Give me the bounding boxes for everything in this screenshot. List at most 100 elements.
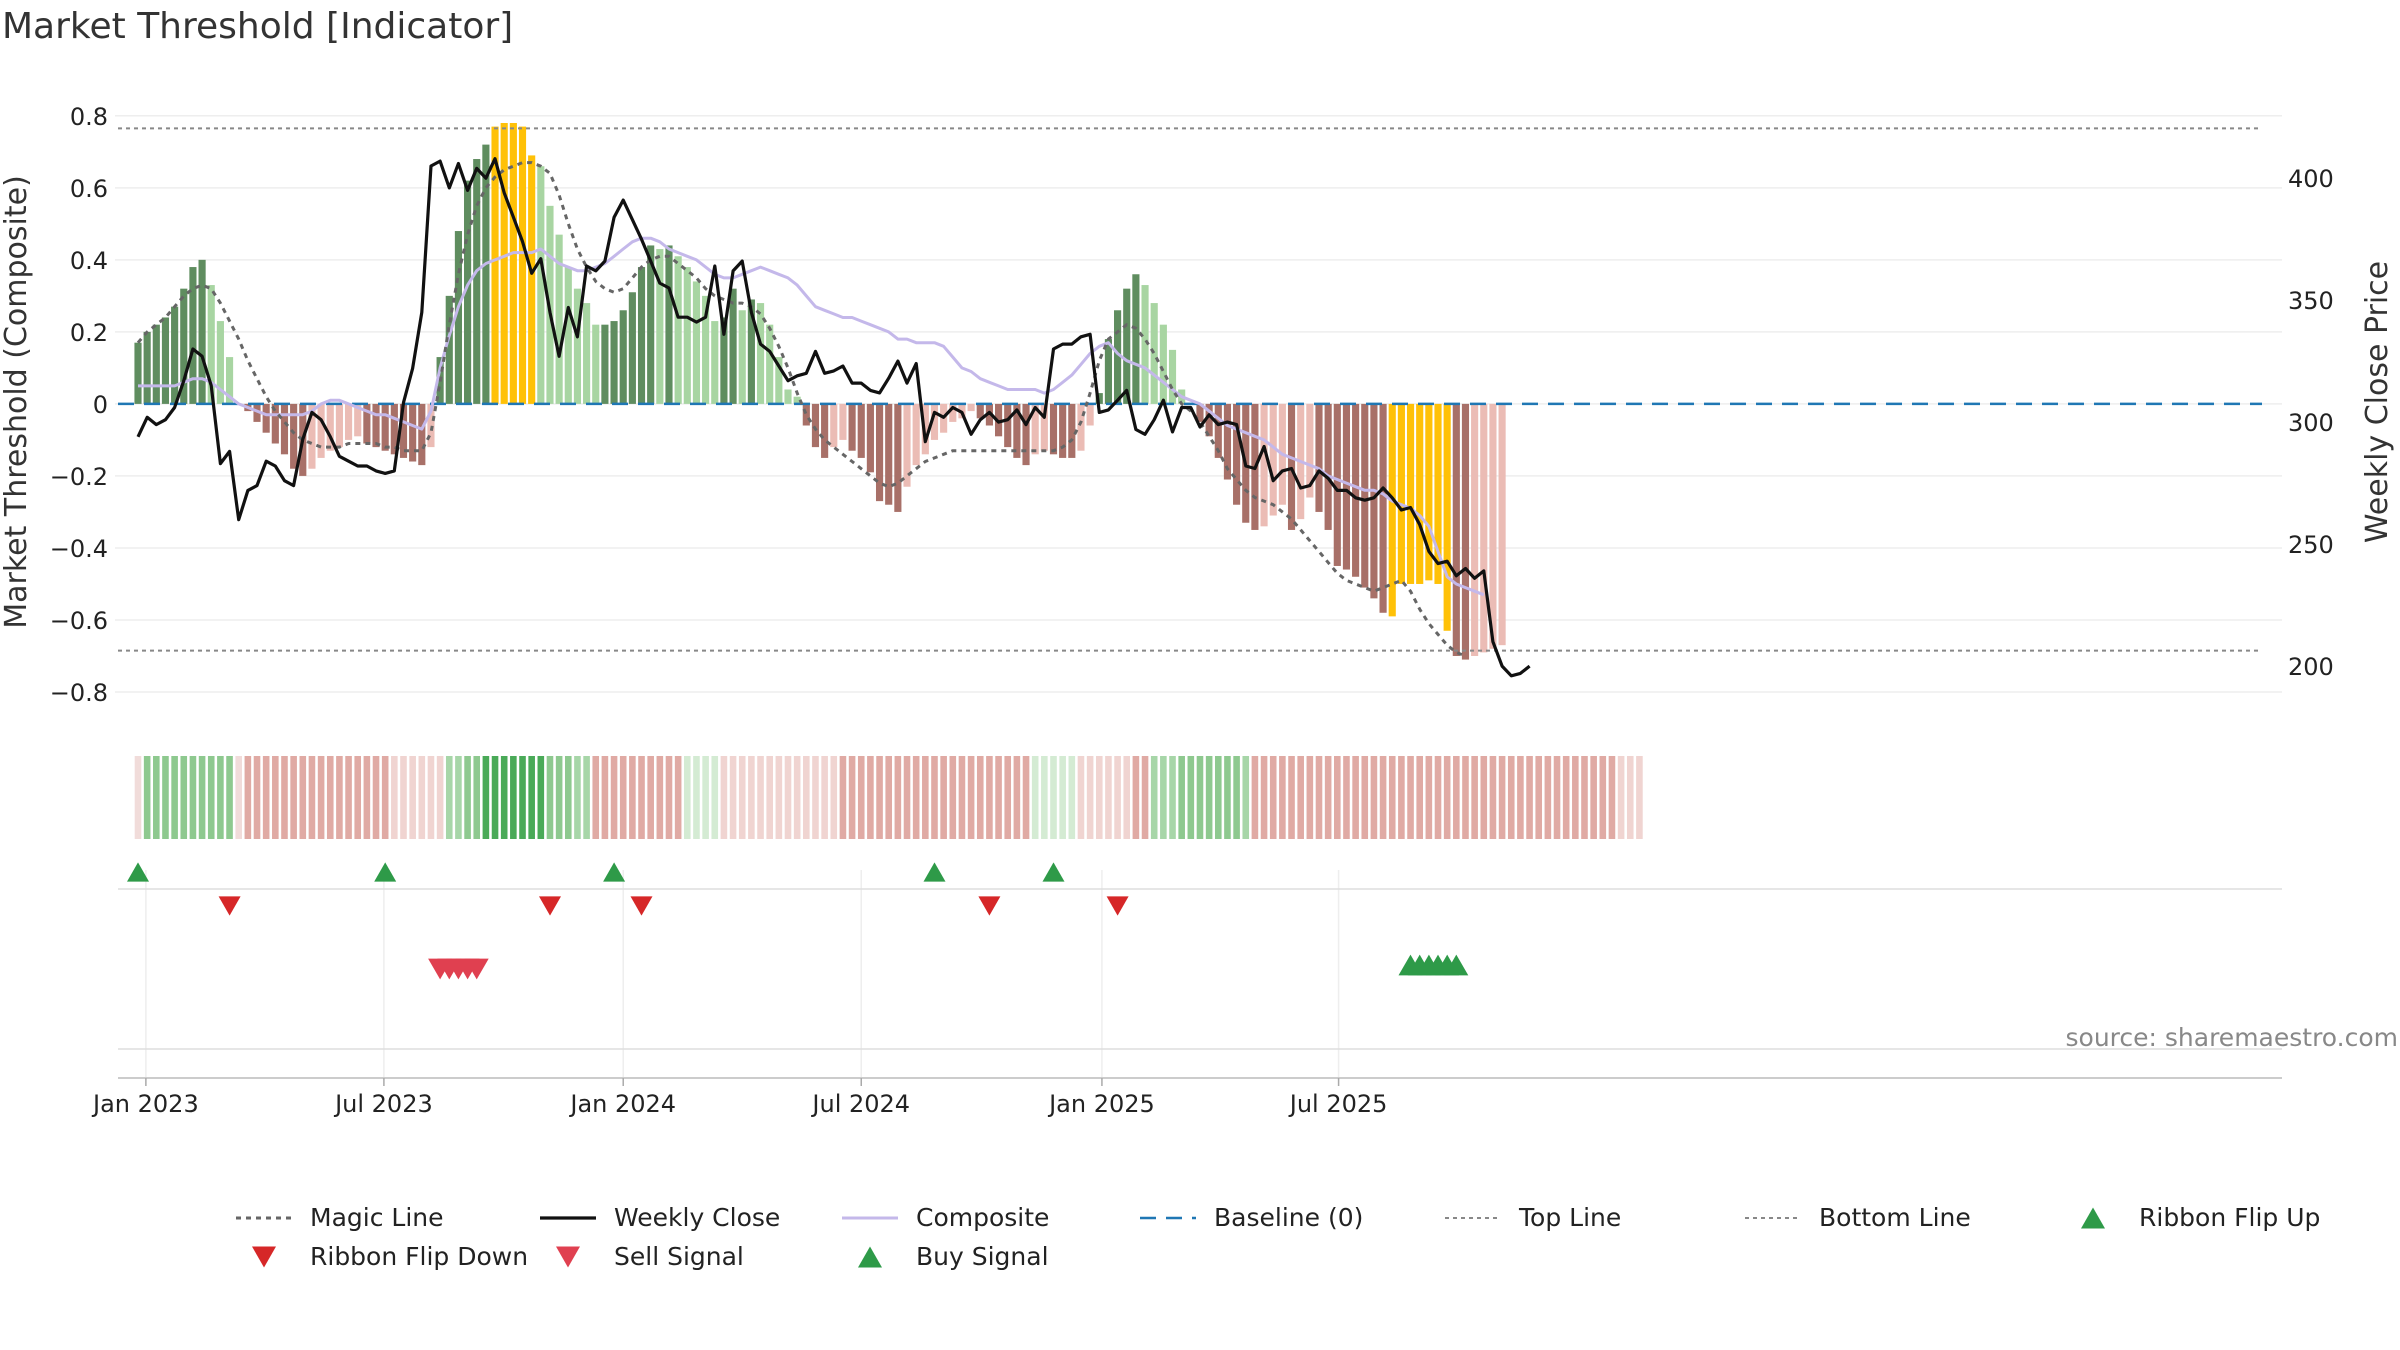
composite-bar bbox=[656, 249, 664, 404]
composite-bar bbox=[1361, 403, 1369, 588]
ribbon-cell bbox=[1471, 756, 1478, 839]
composite-bar bbox=[1306, 403, 1314, 498]
composite-bar bbox=[976, 403, 984, 419]
ribbon-cell bbox=[381, 756, 389, 839]
composite-bar bbox=[1425, 403, 1433, 581]
ribbon-cell bbox=[171, 756, 178, 839]
composite-bar bbox=[1379, 403, 1387, 613]
composite-bar bbox=[1196, 403, 1204, 422]
composite-bar bbox=[848, 403, 856, 451]
ribbon-cell bbox=[1141, 756, 1149, 839]
legend-label: Buy Signal bbox=[916, 1242, 1049, 1271]
ribbon-flip-down-marker bbox=[978, 896, 1001, 916]
ribbon-cell bbox=[253, 756, 261, 839]
ribbon-cell bbox=[198, 756, 206, 839]
ribbon-cell bbox=[482, 756, 490, 839]
ribbon-flip-up-marker bbox=[1042, 862, 1065, 882]
ribbon-cell bbox=[409, 756, 416, 839]
composite-bar bbox=[1342, 403, 1351, 570]
composite-bar bbox=[674, 256, 682, 404]
y-tick-label-right: 200 bbox=[2288, 653, 2334, 681]
composite-bar bbox=[1388, 403, 1396, 617]
ribbon-cell bbox=[738, 756, 746, 839]
composite-bar bbox=[171, 306, 179, 404]
ribbon-cell bbox=[281, 756, 288, 839]
ribbon-cell bbox=[1233, 756, 1240, 839]
ribbon-cell bbox=[830, 756, 838, 839]
ribbon-cell bbox=[1260, 756, 1268, 839]
ribbon-cell bbox=[1279, 756, 1286, 839]
ribbon-cell bbox=[1535, 756, 1543, 839]
ribbon-cell bbox=[784, 756, 792, 839]
composite-bar bbox=[1324, 403, 1332, 530]
legend-label: Bottom Line bbox=[1819, 1203, 1971, 1232]
weekly-close-line bbox=[136, 157, 1531, 678]
source-text: source: sharemaestro.com bbox=[2066, 1023, 2399, 1052]
ribbon-cell bbox=[839, 756, 847, 839]
composite-bar bbox=[702, 295, 710, 404]
y-tick-label-left: 0 bbox=[93, 391, 108, 419]
composite-bar bbox=[628, 292, 636, 404]
legend-item-magic: Magic Line bbox=[236, 1203, 444, 1232]
composite-bar bbox=[637, 267, 646, 404]
composite-bar bbox=[1040, 403, 1048, 451]
ribbon-cell bbox=[217, 756, 224, 839]
composite-bar bbox=[473, 159, 481, 404]
ribbon-cell bbox=[848, 756, 856, 839]
composite-bar bbox=[747, 299, 755, 404]
ribbon-flip-up-marker bbox=[127, 862, 149, 882]
composite-bar bbox=[1489, 403, 1497, 649]
composite-bar bbox=[665, 245, 673, 404]
ribbon-cell bbox=[1443, 756, 1451, 839]
ribbon-cell bbox=[1526, 756, 1533, 839]
ribbon-cell bbox=[1572, 756, 1579, 839]
ribbon-cell bbox=[876, 756, 883, 839]
composite-bar bbox=[409, 403, 417, 462]
sell-signal-marker bbox=[464, 958, 489, 980]
composite-bar bbox=[1150, 303, 1158, 404]
composite-bar bbox=[207, 285, 215, 404]
y-tick-label-left: 0.8 bbox=[70, 103, 108, 131]
composite-bar bbox=[445, 295, 453, 404]
composite-bar bbox=[1406, 403, 1415, 584]
composite-bar bbox=[1333, 403, 1341, 566]
ribbon-cell bbox=[821, 756, 828, 839]
ribbon-cell bbox=[134, 756, 142, 839]
ribbon-cell bbox=[1636, 756, 1643, 839]
ribbon-cell bbox=[427, 756, 435, 839]
legend-item-baseline: Baseline (0) bbox=[1140, 1203, 1363, 1232]
ribbon-cell bbox=[967, 756, 975, 839]
ribbon-cell bbox=[1379, 756, 1387, 839]
ribbon-cell bbox=[949, 756, 957, 839]
composite-bar bbox=[692, 281, 701, 404]
composite-bar bbox=[756, 303, 765, 404]
legend-swatch bbox=[556, 1246, 580, 1268]
ribbon-cell bbox=[629, 756, 636, 839]
y-tick-label-left: 0.2 bbox=[70, 319, 108, 347]
ribbon-cell bbox=[1416, 756, 1423, 839]
composite-bar bbox=[372, 403, 380, 448]
legend-label: Ribbon Flip Up bbox=[2139, 1203, 2320, 1232]
ribbon-cell bbox=[812, 756, 819, 839]
legend-label: Top Line bbox=[1518, 1203, 1621, 1232]
composite-bar bbox=[647, 245, 655, 404]
ribbon-flip-down-marker bbox=[630, 896, 653, 916]
ribbon-cell bbox=[226, 756, 233, 839]
composite-bar bbox=[811, 403, 820, 448]
ribbon-cell bbox=[162, 756, 169, 839]
composite-bar bbox=[518, 126, 527, 404]
ribbon-cell bbox=[803, 756, 810, 839]
ribbon-cell bbox=[1242, 756, 1250, 839]
ribbon-cell bbox=[912, 756, 920, 839]
ribbon-cell bbox=[1068, 756, 1076, 839]
ribbon-cell bbox=[1544, 756, 1552, 839]
ribbon-cell bbox=[1077, 756, 1085, 839]
composite-bar bbox=[1114, 310, 1122, 404]
composite-bar bbox=[1471, 403, 1479, 656]
composite-line bbox=[138, 236, 1485, 597]
x-tick-label: Jan 2023 bbox=[91, 1090, 199, 1118]
composite-bar bbox=[161, 317, 170, 404]
composite-bar bbox=[592, 324, 600, 404]
composite-bar bbox=[775, 357, 783, 404]
ribbon-cell bbox=[1150, 756, 1158, 839]
